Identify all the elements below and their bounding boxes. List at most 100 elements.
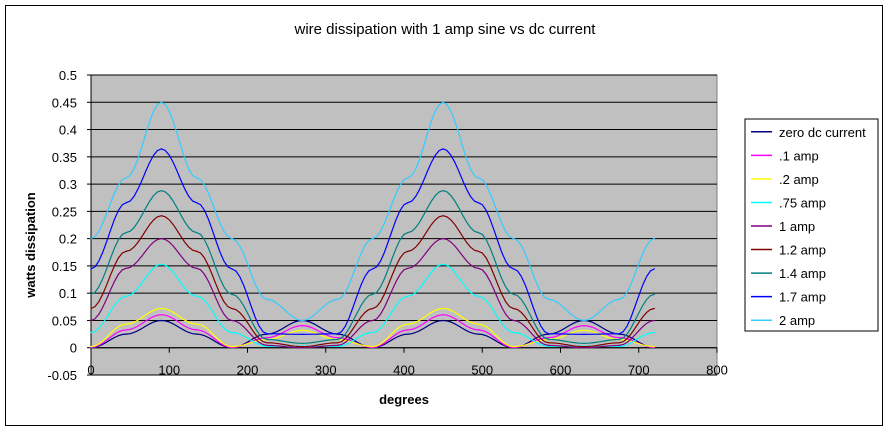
x-tick-label: 100 — [158, 363, 180, 378]
data-point — [301, 342, 303, 344]
data-point — [442, 190, 444, 192]
data-point — [266, 333, 268, 335]
data-point — [583, 329, 585, 331]
legend-label: 1.7 amp — [779, 290, 826, 305]
chart-title: wire dissipation with 1 amp sine vs dc c… — [294, 21, 597, 38]
data-point — [266, 345, 268, 347]
data-point — [583, 319, 585, 322]
series-lines — [90, 101, 656, 349]
legend: zero dc current .1 amp .2 amp .75 amp 1 amp 1… — [744, 118, 879, 332]
data-point — [336, 345, 339, 347]
data-point — [583, 342, 585, 344]
data-point — [125, 202, 127, 204]
data-point — [583, 347, 585, 349]
data-point — [90, 307, 92, 310]
data-point — [512, 331, 515, 334]
data-point — [512, 307, 515, 310]
data-point — [442, 314, 444, 316]
legend-label: .2 amp — [779, 172, 819, 187]
legend-label: 1 amp — [779, 219, 815, 234]
data-point — [372, 319, 374, 322]
data-point — [125, 177, 127, 179]
data-point — [336, 344, 339, 346]
data-point — [407, 295, 409, 297]
data-point — [196, 323, 198, 325]
data-point — [196, 329, 198, 331]
data-point — [653, 319, 656, 322]
data-point — [160, 263, 163, 265]
data-point — [618, 338, 620, 341]
axes — [87, 74, 718, 376]
data-point — [618, 333, 620, 335]
data-point — [90, 319, 92, 322]
data-point — [512, 319, 515, 322]
legend-label: .1 amp — [779, 148, 819, 163]
data-point — [407, 329, 409, 331]
data-point — [160, 190, 163, 192]
y-tick-label: 0.45 — [52, 95, 77, 110]
tick-labels: -0.05 0 0.05 0.1 0.15 0.2 0.25 0.3 0.35 0.4 0.45 0.… — [47, 68, 727, 383]
data-point — [160, 238, 163, 240]
data-point — [196, 250, 198, 252]
y-tick-label: 0.05 — [52, 313, 77, 328]
data-point — [196, 177, 198, 179]
data-point — [618, 345, 620, 347]
data-point — [90, 293, 92, 295]
data-point — [266, 342, 268, 344]
data-point — [548, 338, 550, 341]
data-point — [477, 295, 479, 297]
data-point — [336, 298, 339, 300]
data-point — [512, 238, 515, 240]
data-point — [231, 238, 233, 240]
data-point — [196, 202, 198, 204]
data-point — [407, 323, 409, 325]
data-point — [90, 238, 92, 240]
data-point — [231, 331, 233, 334]
data-point — [160, 307, 163, 310]
data-point — [372, 307, 374, 310]
x-tick-label: 300 — [315, 363, 337, 378]
data-point — [301, 346, 303, 348]
y-tick-label: 0.1 — [59, 286, 77, 301]
y-tick-label: 0.2 — [59, 232, 77, 247]
data-point — [196, 231, 198, 234]
data-point — [372, 268, 374, 270]
data-point — [266, 338, 268, 341]
data-point — [583, 346, 585, 348]
y-tick-label: 0.25 — [52, 204, 77, 219]
data-point — [301, 325, 303, 327]
data-point — [653, 346, 656, 348]
data-point — [548, 342, 550, 344]
data-point — [442, 101, 444, 103]
data-point — [160, 148, 163, 150]
data-point — [231, 346, 233, 348]
x-tick-label: 500 — [471, 363, 493, 378]
y-tick-label: 0.3 — [59, 177, 77, 192]
legend-label: .75 amp — [779, 195, 826, 210]
y-tick-label: -0.05 — [47, 368, 77, 383]
data-point — [512, 268, 515, 270]
x-tick-label: 400 — [393, 363, 415, 378]
data-point — [90, 268, 92, 270]
data-point — [231, 319, 233, 322]
y-tick-label: 0 — [70, 341, 77, 356]
data-point — [512, 293, 515, 295]
data-point — [407, 267, 409, 269]
y-tick-label: 0.35 — [52, 150, 77, 165]
data-point — [407, 177, 409, 179]
data-point — [477, 177, 479, 179]
data-point — [125, 333, 127, 335]
legend-label: zero dc current — [779, 125, 866, 140]
data-point — [301, 333, 303, 335]
data-point — [301, 347, 303, 349]
y-axis-title: watts dissipation — [23, 192, 38, 299]
data-point — [548, 344, 550, 346]
data-point — [301, 319, 303, 322]
y-tick-label: 0.5 — [59, 68, 77, 83]
data-point — [407, 250, 409, 252]
data-point — [442, 215, 444, 217]
data-point — [407, 333, 409, 335]
data-point — [653, 268, 656, 270]
data-point — [160, 215, 163, 217]
